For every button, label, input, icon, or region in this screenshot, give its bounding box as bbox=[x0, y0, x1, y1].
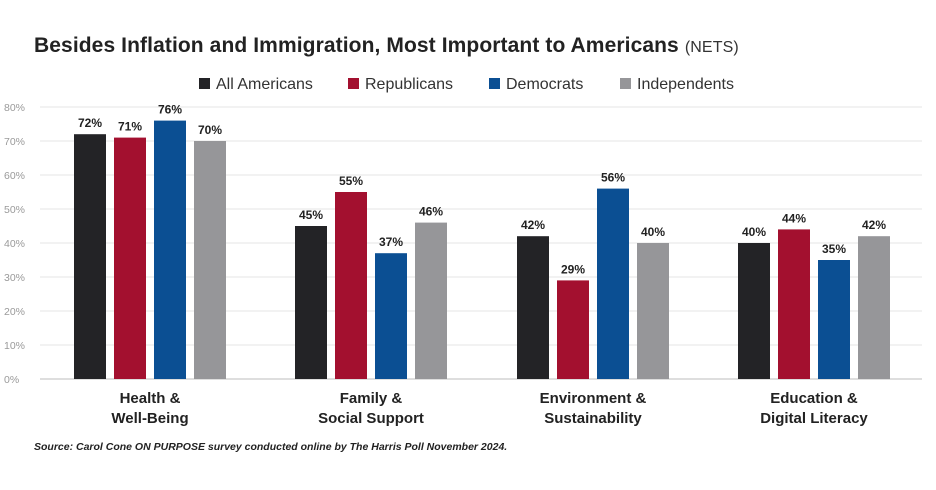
source-note: Source: Carol Cone ON PURPOSE survey con… bbox=[34, 441, 508, 453]
y-tick-label: 60% bbox=[4, 170, 25, 182]
bar bbox=[74, 134, 106, 379]
data-label: 46% bbox=[419, 205, 443, 219]
data-label: 37% bbox=[379, 235, 403, 249]
legend-label: Independents bbox=[637, 76, 734, 93]
bar bbox=[517, 236, 549, 379]
bar bbox=[858, 236, 890, 379]
bar bbox=[738, 243, 770, 379]
bar-chart: 0% 10% 20% 30% 40% 50% 60% 70% 80% All Americans R… bbox=[4, 76, 922, 427]
bar bbox=[154, 120, 186, 379]
data-label: 72% bbox=[78, 116, 102, 130]
data-label: 56% bbox=[601, 171, 625, 185]
bar bbox=[375, 253, 407, 379]
legend-label: Democrats bbox=[506, 76, 583, 93]
data-label: 44% bbox=[782, 211, 806, 225]
legend-swatch bbox=[348, 78, 359, 89]
bar bbox=[637, 243, 669, 379]
bar bbox=[778, 229, 810, 379]
y-tick-label: 40% bbox=[4, 238, 25, 250]
bar bbox=[415, 222, 447, 379]
data-label: 76% bbox=[158, 103, 182, 117]
y-tick-label: 80% bbox=[4, 102, 25, 114]
x-tick-label: Education & bbox=[770, 390, 858, 407]
bar bbox=[295, 226, 327, 379]
y-tick-label: 70% bbox=[4, 136, 25, 148]
data-label: 40% bbox=[641, 225, 665, 239]
chart-title-suffix: (NETS) bbox=[684, 39, 739, 56]
x-tick-label: Health & bbox=[120, 390, 181, 407]
data-label: 40% bbox=[742, 225, 766, 239]
legend-swatch bbox=[199, 78, 210, 89]
y-tick-label: 0% bbox=[4, 374, 19, 386]
y-tick-label: 50% bbox=[4, 204, 25, 216]
y-tick-label: 20% bbox=[4, 306, 25, 318]
y-tick-label: 30% bbox=[4, 272, 25, 284]
chart-title-text: Besides Inflation and Immigration, Most … bbox=[34, 34, 679, 57]
bar bbox=[114, 137, 146, 379]
data-label: 29% bbox=[561, 262, 585, 276]
bar bbox=[597, 188, 629, 379]
x-tick-label: Digital Literacy bbox=[760, 410, 868, 427]
bar bbox=[818, 260, 850, 379]
x-tick-label: Sustainability bbox=[544, 410, 642, 427]
x-tick-label: Family & bbox=[340, 390, 403, 407]
data-label: 71% bbox=[118, 120, 142, 134]
legend-label: All Americans bbox=[216, 76, 313, 93]
legend-label: Republicans bbox=[365, 76, 453, 93]
data-label: 70% bbox=[198, 123, 222, 137]
data-label: 35% bbox=[822, 242, 846, 256]
legend-swatch bbox=[620, 78, 631, 89]
bar bbox=[557, 280, 589, 379]
legend-swatch bbox=[489, 78, 500, 89]
data-label: 42% bbox=[521, 218, 545, 232]
x-tick-label: Social Support bbox=[318, 410, 424, 427]
y-tick-label: 10% bbox=[4, 340, 25, 352]
data-label: 55% bbox=[339, 174, 363, 188]
data-label: 45% bbox=[299, 208, 323, 222]
data-label: 42% bbox=[862, 218, 886, 232]
bar bbox=[335, 192, 367, 379]
x-tick-label: Well-Being bbox=[111, 410, 188, 427]
chart-title: Besides Inflation and Immigration, Most … bbox=[34, 34, 739, 58]
x-tick-label: Environment & bbox=[540, 390, 647, 407]
bar bbox=[194, 141, 226, 379]
